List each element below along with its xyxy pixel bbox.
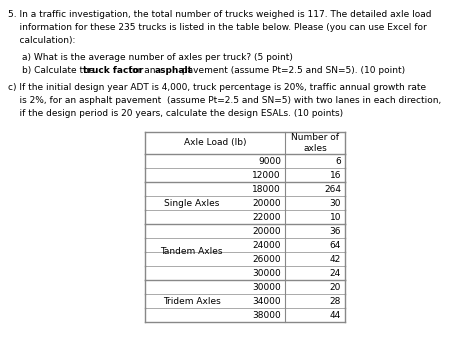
- Text: pavement (assume Pt=2.5 and SN=5). (10 point): pavement (assume Pt=2.5 and SN=5). (10 p…: [179, 66, 405, 75]
- Text: is 2%, for an asphalt pavement  (assume Pt=2.5 and SN=5) with two lanes in each : is 2%, for an asphalt pavement (assume P…: [8, 96, 441, 105]
- Text: 24: 24: [330, 269, 341, 278]
- Text: 26000: 26000: [252, 255, 281, 264]
- Text: a) What is the average number of axles per truck? (5 point): a) What is the average number of axles p…: [22, 53, 293, 62]
- Text: 20000: 20000: [252, 199, 281, 208]
- Text: b) Calculate the: b) Calculate the: [22, 66, 97, 75]
- Text: 16: 16: [329, 171, 341, 180]
- Text: 28: 28: [329, 297, 341, 306]
- Text: Tandem Axles: Tandem Axles: [160, 247, 223, 256]
- Text: 18000: 18000: [252, 185, 281, 194]
- Text: 22000: 22000: [253, 213, 281, 222]
- Text: 9000: 9000: [258, 157, 281, 165]
- Text: c) If the initial design year ADT is 4,000, truck percentage is 20%, traffic ann: c) If the initial design year ADT is 4,0…: [8, 83, 426, 92]
- Text: 5. In a traffic investigation, the total number of trucks weighed is 117. The de: 5. In a traffic investigation, the total…: [8, 10, 431, 19]
- Text: 64: 64: [329, 241, 341, 250]
- Text: 36: 36: [329, 227, 341, 236]
- Text: Number of
axles: Number of axles: [291, 133, 339, 153]
- Text: 44: 44: [330, 311, 341, 320]
- Text: 12000: 12000: [252, 171, 281, 180]
- Text: if the design period is 20 years, calculate the design ESALs. (10 points): if the design period is 20 years, calcul…: [8, 109, 343, 118]
- Text: 38000: 38000: [252, 311, 281, 320]
- Text: 30: 30: [329, 199, 341, 208]
- Text: Axle Load (lb): Axle Load (lb): [184, 139, 246, 148]
- Text: truck factor: truck factor: [83, 66, 143, 75]
- Text: 10: 10: [329, 213, 341, 222]
- Text: 30000: 30000: [252, 283, 281, 292]
- Text: Tridem Axles: Tridem Axles: [163, 297, 220, 306]
- Text: Single Axles: Single Axles: [164, 199, 219, 208]
- Text: 264: 264: [324, 185, 341, 194]
- Text: 24000: 24000: [253, 241, 281, 250]
- Text: 20000: 20000: [252, 227, 281, 236]
- Text: 42: 42: [330, 255, 341, 264]
- Text: 6: 6: [335, 157, 341, 165]
- Text: 20: 20: [329, 283, 341, 292]
- Text: 30000: 30000: [252, 269, 281, 278]
- Text: 34000: 34000: [252, 297, 281, 306]
- Text: asphalt: asphalt: [154, 66, 192, 75]
- Text: for an: for an: [126, 66, 158, 75]
- Text: information for these 235 trucks is listed in the table below. Please (you can u: information for these 235 trucks is list…: [8, 23, 427, 32]
- Text: calculation):: calculation):: [8, 36, 75, 45]
